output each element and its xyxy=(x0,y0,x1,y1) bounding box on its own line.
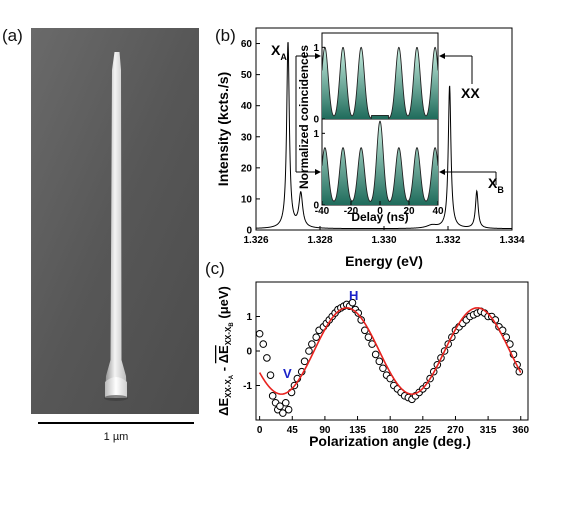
splitting-x-tick-label: 180 xyxy=(382,425,399,436)
spectrum-x-tick-label: 1.332 xyxy=(435,235,460,246)
peak-label-xb: XB xyxy=(488,175,504,195)
scale-bar-label: 1 µm xyxy=(104,431,129,443)
annotation-h: H xyxy=(349,288,358,303)
spectrum-x-tick-label: 1.328 xyxy=(307,235,332,246)
splitting-y-tick-label: 0 xyxy=(246,347,252,358)
splitting-x-tick-label: 135 xyxy=(349,425,366,436)
spectrum-y-ticks: 0 10 20 30 40 50 60 xyxy=(241,39,260,237)
annotation-v: V xyxy=(283,366,292,381)
nanowire-base xyxy=(105,377,127,398)
peak-label-xa: XA xyxy=(271,42,287,62)
panel-a: (a) 1 µm xyxy=(2,26,199,443)
data-point xyxy=(379,364,387,373)
data-point xyxy=(263,354,271,362)
splitting-x-tick-label: 315 xyxy=(480,425,497,436)
data-point xyxy=(308,340,316,348)
data-point xyxy=(348,298,357,307)
splitting-x-tick-label: 0 xyxy=(257,425,263,436)
data-point xyxy=(305,347,313,355)
data-point xyxy=(354,309,363,317)
spectrum-xlabel: Energy (eV) xyxy=(345,253,423,269)
inset-top-trace xyxy=(321,46,439,120)
inset-y-tick-label: 0 xyxy=(313,201,319,212)
inset-xlabel: Delay (ns) xyxy=(351,210,408,224)
panel-c-label: (c) xyxy=(205,259,225,278)
inset-y-tick-label: 0 xyxy=(313,115,319,126)
splitting-frame xyxy=(255,281,529,421)
spectrum-ylabel: Intensity (kcts./s) xyxy=(215,72,231,186)
spectrum-x-tick-label: 1.330 xyxy=(371,235,396,246)
spectrum-y-tick-label: 20 xyxy=(241,163,253,174)
spectrum-x-tick-label: 1.334 xyxy=(499,235,524,246)
nanowire-shadow xyxy=(104,395,128,401)
spectrum-line xyxy=(255,42,512,230)
splitting-x-tick-label: 90 xyxy=(319,425,331,436)
inset-ticks: -40 -20 0 20 40 0 1 0 1 xyxy=(313,43,444,217)
data-point xyxy=(266,371,275,379)
splitting-y-ticks: -1 0 1 xyxy=(243,312,260,392)
inset-x-tick-label: 40 xyxy=(432,206,444,217)
data-point xyxy=(284,405,293,414)
spectrum-y-tick-label: 10 xyxy=(241,194,253,205)
spectrum-y-tick-label: 50 xyxy=(241,70,253,81)
data-point xyxy=(268,392,277,400)
data-point xyxy=(371,350,380,359)
data-point xyxy=(300,357,309,366)
splitting-xlabel: Polarization angle (deg.) xyxy=(309,433,471,449)
panel-c: (c) 0 45 90 135 180 225 270 315 360 -1 0 1 V H ΔEX… xyxy=(205,259,530,449)
inset-x-tick-label: 20 xyxy=(403,206,415,217)
peak-label-xx: XX xyxy=(461,85,480,101)
inset-line xyxy=(321,120,439,202)
splitting-x-tick-label: 45 xyxy=(287,425,299,436)
inset-line xyxy=(321,46,439,120)
splitting-x-tick-label: 360 xyxy=(512,425,529,436)
splitting-x-ticks: 0 45 90 135 180 225 270 315 360 xyxy=(257,416,530,436)
inset-y-tick-label: 1 xyxy=(313,129,319,140)
inset-x-tick-label: 0 xyxy=(377,206,383,217)
data-point xyxy=(255,329,264,338)
splitting-x-tick-label: 225 xyxy=(414,425,431,436)
splitting-y-tick-label: -1 xyxy=(243,381,252,392)
data-point xyxy=(279,409,287,417)
splitting-ylabel: ΔEXX-XA - ΔEXX-XB (μeV) xyxy=(216,286,235,416)
inset-x-tick-label: -40 xyxy=(315,206,330,217)
inset-y-tick-label: 1 xyxy=(313,43,319,54)
spectrum-y-tick-label: 40 xyxy=(241,101,253,112)
panel-b-label: (b) xyxy=(215,26,236,45)
data-point xyxy=(375,357,384,366)
spectrum-y-tick-label: 30 xyxy=(241,132,253,143)
arrow-heads xyxy=(315,53,445,175)
inset-area xyxy=(322,47,438,119)
inset-area xyxy=(322,121,438,205)
inset-ylabel: Normalized coincidences xyxy=(297,45,311,189)
spectrum-y-tick-label: 60 xyxy=(241,39,253,50)
inset-bottom-trace xyxy=(321,120,439,205)
spectrum-x-tick-label: 1.326 xyxy=(243,235,268,246)
splitting-points xyxy=(255,298,524,417)
inset-x-tick-label: -20 xyxy=(344,206,359,217)
fit-line xyxy=(258,307,522,395)
panel-a-label: (a) xyxy=(2,26,23,45)
data-point xyxy=(312,333,321,342)
data-point xyxy=(281,398,290,407)
splitting-x-tick-label: 270 xyxy=(447,425,464,436)
spectrum-y-tick-label: 0 xyxy=(246,226,252,237)
nanowire-shape xyxy=(105,52,127,398)
data-point xyxy=(259,340,268,348)
data-point xyxy=(276,402,284,411)
splitting-y-tick-label: 1 xyxy=(246,312,252,323)
